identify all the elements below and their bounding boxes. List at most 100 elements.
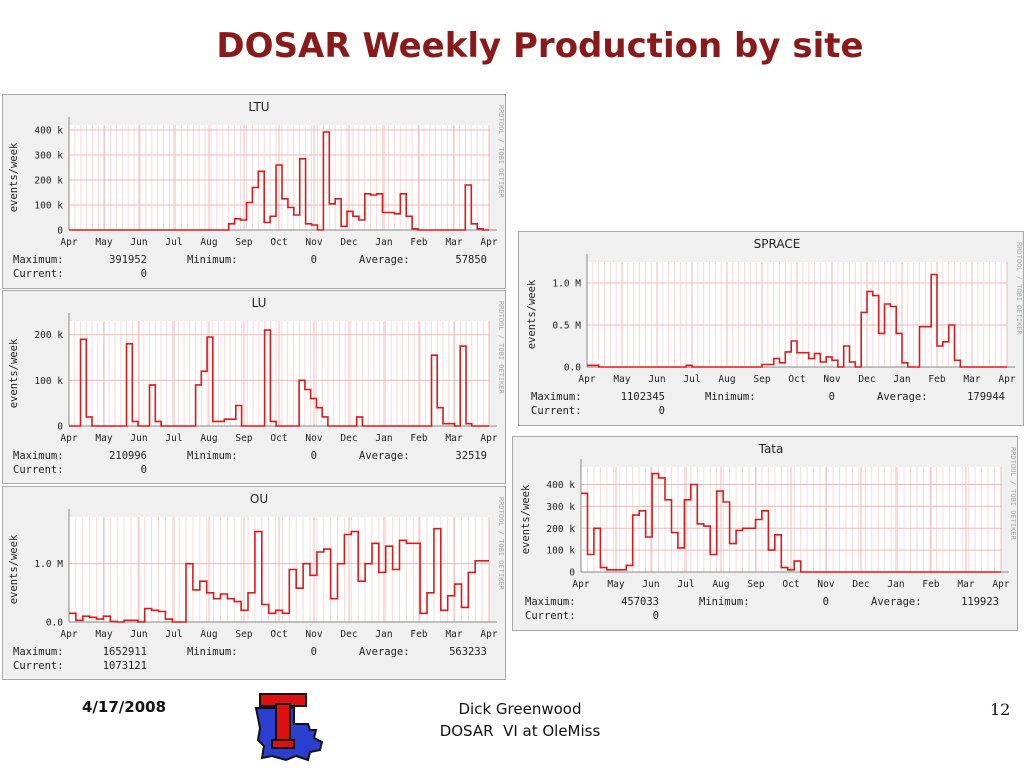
stat-current-value: 0 [653, 610, 659, 622]
x-tick-label: Feb [928, 374, 945, 385]
series-line [69, 329, 489, 427]
stat-min-label: Minimum: [699, 596, 750, 608]
x-tick-label: Nov [823, 374, 840, 385]
y-tick-label: 300 k [34, 151, 63, 162]
footer-event: DOSAR VI at OleMiss [439, 722, 601, 740]
stat-min-label: Minimum: [187, 450, 238, 462]
watermark: RRDTOOL / TOBI OETIKER [497, 301, 505, 395]
x-tick-label: Apr [572, 579, 589, 590]
stat-current-value: 0 [141, 464, 147, 476]
chart-title: LTU [248, 100, 269, 114]
stat-avg-label: Average: [359, 646, 410, 658]
x-tick-label: Nov [305, 237, 322, 248]
x-tick-label: Nov [817, 579, 834, 590]
x-tick-label: Aug [200, 433, 217, 444]
stat-avg-value: 119923 [961, 596, 999, 608]
page-number: 12 [990, 700, 1011, 719]
y-axis-label: events/week [8, 338, 20, 408]
series-line [69, 527, 489, 623]
stat-avg-label: Average: [871, 596, 922, 608]
stat-avg-value: 563233 [449, 646, 487, 658]
chart-sprace: Apr May Jun Jul Aug Sep Oct Nov Dec Jan Feb Mar Apr0… [526, 237, 1023, 417]
x-tick-label: Apr [480, 433, 497, 444]
x-tick-label: May [95, 433, 112, 444]
x-tick-label: Apr [480, 629, 497, 640]
footer-author: Dick Greenwood [458, 700, 582, 718]
x-tick-label: Jan [893, 374, 910, 385]
x-tick-label: Apr [60, 237, 77, 248]
x-tick-label: Jun [642, 579, 659, 590]
x-tick-label: Sep [235, 237, 252, 248]
x-tick-label: Aug [712, 579, 729, 590]
watermark: RRDTOOL / TOBI OETIKER [497, 105, 505, 199]
stat-current-label: Current: [13, 268, 64, 280]
x-tick-label: Nov [305, 629, 322, 640]
chart-panel-tata: Apr May Jun Jul Aug Sep Oct Nov Dec Jan Feb Mar Apr 0… [512, 436, 1018, 631]
stat-max-label: Maximum: [13, 254, 64, 266]
y-axis-label: events/week [8, 142, 20, 212]
y-tick-label: 400 k [546, 480, 575, 491]
y-tick-label: 100 k [546, 546, 575, 557]
x-tick-label: May [95, 629, 112, 640]
x-tick-label: Dec [852, 579, 869, 590]
stat-min-value: 0 [829, 391, 835, 403]
y-tick-label: 0.0 [564, 363, 581, 374]
x-tick-label: Jan [887, 579, 904, 590]
stat-min-value: 0 [311, 646, 317, 658]
chart-panel-lu: Apr May Jun Jul Aug Sep Oct Nov Dec Jan Feb Mar Apr 0… [2, 290, 506, 484]
x-tick-label: Feb [410, 629, 427, 640]
x-tick-label: Oct [788, 374, 805, 385]
x-tick-label: Jun [130, 629, 147, 640]
stat-current-value: 0 [141, 268, 147, 280]
x-tick-label: Apr [992, 579, 1009, 590]
x-tick-label: Sep [235, 629, 252, 640]
x-tick-label: Dec [340, 629, 357, 640]
chart-ltu: Apr May Jun Jul Aug Sep Oct Nov Dec Jan Feb Mar Apr0… [8, 100, 505, 280]
y-tick-label: 300 k [546, 502, 575, 513]
y-tick-label: 100 k [34, 201, 63, 212]
x-tick-label: Aug [718, 374, 735, 385]
stat-current-label: Current: [525, 610, 576, 622]
x-tick-label: Jul [165, 237, 182, 248]
x-tick-label: Mar [445, 433, 462, 444]
chart-lu: Apr May Jun Jul Aug Sep Oct Nov Dec Jan Feb Mar Apr0… [8, 296, 505, 476]
x-tick-label: May [95, 237, 112, 248]
chart-panel-ou: Apr May Jun Jul Aug Sep Oct Nov Dec Jan Feb Mar Apr 0… [2, 486, 506, 680]
x-tick-label: Sep [747, 579, 764, 590]
x-tick-label: Jul [683, 374, 700, 385]
footer-author-block: Dick Greenwood DOSAR VI at OleMiss [420, 698, 620, 742]
y-tick-label: 100 k [34, 376, 63, 387]
x-tick-label: Aug [200, 237, 217, 248]
x-tick-label: Dec [858, 374, 875, 385]
y-tick-label: 0 [57, 226, 63, 237]
x-tick-label: Dec [340, 433, 357, 444]
stat-avg-label: Average: [359, 450, 410, 462]
stat-max-value: 1102345 [621, 391, 665, 403]
chart-title: SPRACE [754, 237, 801, 251]
watermark: RRDTOOL / TOBI OETIKER [1009, 447, 1017, 541]
stat-max-value: 391952 [109, 254, 147, 266]
footer-date: 4/17/2008 [82, 698, 167, 716]
y-tick-label: 200 k [546, 524, 575, 535]
x-tick-label: Nov [305, 433, 322, 444]
y-axis-label: events/week [520, 484, 532, 554]
stat-avg-value: 179944 [967, 391, 1005, 403]
chart-title: Tata [758, 442, 784, 456]
x-tick-label: Jan [375, 237, 392, 248]
chart-panel-sprace: Apr May Jun Jul Aug Sep Oct Nov Dec Jan Feb Mar Apr 0… [518, 231, 1024, 426]
y-tick-label: 200 k [34, 176, 63, 187]
x-tick-label: Oct [270, 629, 287, 640]
stat-current-value: 1073121 [103, 660, 147, 672]
chart-panel-ltu: Apr May Jun Jul Aug Sep Oct Nov Dec Jan Feb Mar Apr 0… [2, 94, 506, 289]
stat-min-label: Minimum: [187, 646, 238, 658]
slide-title: DOSAR Weekly Production by site [216, 26, 864, 66]
y-tick-label: 1.0 M [34, 559, 63, 570]
stat-avg-value: 32519 [455, 450, 487, 462]
y-tick-label: 400 k [34, 126, 63, 137]
stat-min-value: 0 [311, 254, 317, 266]
stat-max-label: Maximum: [13, 450, 64, 462]
x-tick-label: Jul [165, 433, 182, 444]
watermark: RRDTOOL / TOBI OETIKER [1015, 242, 1023, 336]
x-tick-label: Sep [235, 433, 252, 444]
y-tick-label: 1.0 M [552, 279, 581, 290]
